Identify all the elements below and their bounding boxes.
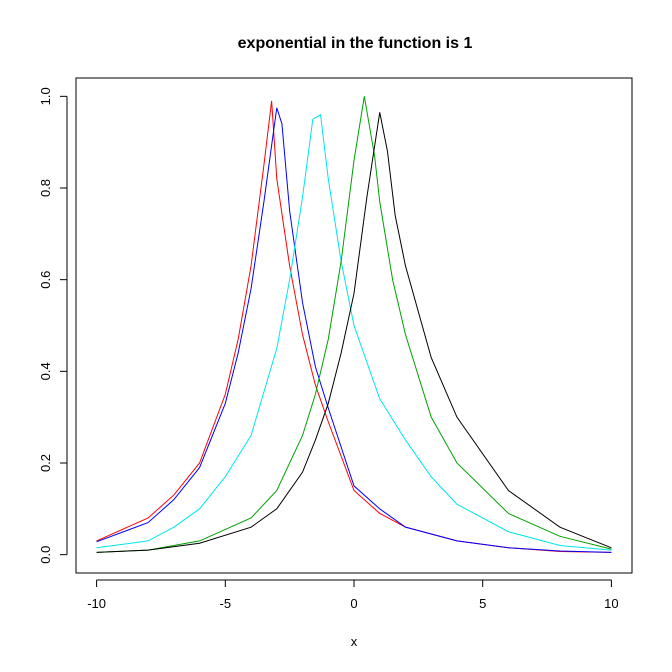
series-layer [96,96,612,553]
y-tick-label: 0.0 [38,546,53,564]
y-tick-label: 0.4 [38,362,53,380]
y-tick-label: 0.2 [38,454,53,472]
series-line-4 [96,96,612,553]
x-tick-label: -10 [87,596,106,611]
series-line-3 [96,113,612,551]
plot-area-frame [75,77,633,574]
y-tick-label: 0.6 [38,271,53,289]
x-axis-label: x [351,634,358,649]
x-tick-label: 0 [350,596,357,611]
x-tick-label: 5 [479,596,486,611]
series-line-5 [96,112,612,553]
y-axis: 0.0 0.2 0.4 0.6 0.8 1.0 [38,87,68,564]
y-tick-label: 1.0 [38,87,53,105]
x-tick-label: 10 [604,596,618,611]
x-axis: -10 -5 0 5 10 [87,579,619,611]
x-tick-label: -5 [220,596,232,611]
series-line-2 [96,107,612,553]
y-tick-label: 0.8 [38,179,53,197]
chart-title: exponential in the function is 1 [238,35,473,52]
